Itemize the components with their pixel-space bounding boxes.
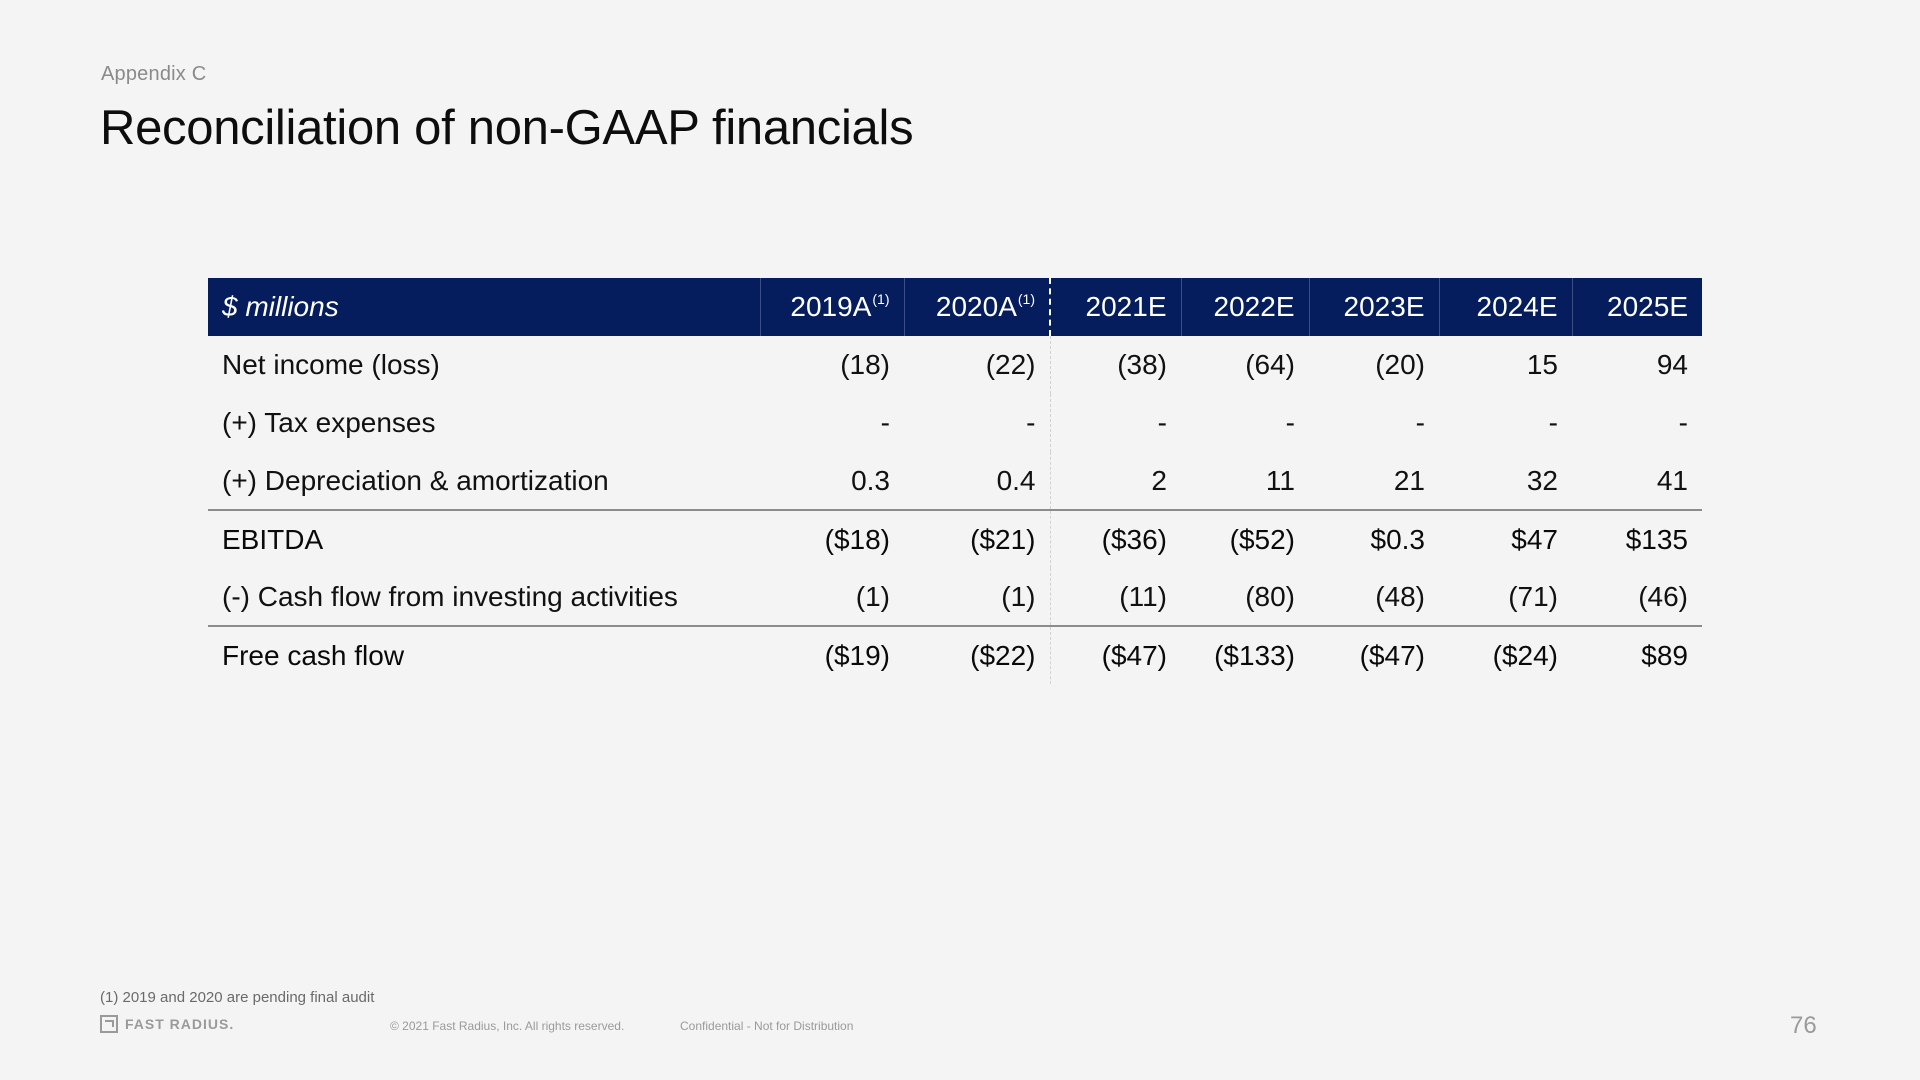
column-header: 2019A(1) [760, 278, 905, 336]
table-cell: 0.3 [851, 464, 890, 496]
table-cell: - [1049, 394, 1181, 452]
table-cell: ($21) [904, 509, 1050, 568]
table-cell: - [1548, 407, 1558, 438]
table-cell: 15 [1526, 349, 1558, 380]
table-row-net-income: Net income (loss) (18) (22) (38) (64) (2… [208, 336, 1702, 394]
column-label: 2021E [1085, 291, 1167, 322]
table-row-investing-cash-flow: (-) Cash flow from investing activities … [208, 568, 1702, 626]
table-cell: ($24) [1439, 625, 1572, 684]
table-row-ebitda: EBITDA ($18) ($21) ($36) ($52) $0.3 $47 … [208, 509, 1702, 568]
table-cell: ($18) [760, 509, 904, 568]
table-cell: 21 [1393, 464, 1425, 496]
table-cell: 0.4 [996, 464, 1036, 496]
column-header: 2024E [1439, 278, 1573, 336]
column-header: 2023E [1309, 278, 1440, 336]
table-cell: $0.3 [1309, 509, 1439, 568]
table-cell: (18) [840, 349, 890, 380]
table-cell: 41 [1656, 464, 1688, 496]
column-label: 2022E [1213, 291, 1295, 322]
column-header: 2022E [1181, 278, 1310, 336]
table-cell: (1) [1001, 580, 1036, 612]
column-header: 2021E [1049, 278, 1182, 336]
row-label: Net income (loss) [222, 349, 440, 380]
table-cell: (38) [1049, 336, 1181, 394]
table-cell: $89 [1572, 625, 1702, 684]
table-cell: ($19) [760, 625, 904, 684]
table-cell: $47 [1439, 509, 1572, 568]
column-label: 2020A [935, 291, 1017, 322]
table-cell: (22) [985, 349, 1036, 380]
row-label: (-) Cash flow from investing activities [222, 580, 678, 612]
table-cell: - [1285, 407, 1295, 438]
units-header: $ millions [208, 278, 761, 336]
table-cell: (20) [1375, 349, 1425, 380]
table-cell: (80) [1245, 580, 1295, 612]
company-logo: FAST RADIUS. [100, 1015, 234, 1033]
row-label: (+) Depreciation & amortization [222, 464, 609, 496]
appendix-label: Appendix C [101, 63, 207, 85]
page-title: Reconciliation of non-GAAP financials [100, 101, 914, 155]
table-cell: 32 [1526, 464, 1558, 496]
table-cell: 2 [1049, 452, 1181, 510]
table-cell: - [1026, 407, 1036, 438]
table-cell: ($36) [1049, 509, 1181, 568]
column-label: 2025E [1607, 291, 1688, 322]
table-cell: (1) [855, 580, 890, 612]
table-header-row: $ millions 2019A(1) 2020A(1) 2021E 2022E… [208, 278, 1702, 336]
row-label: (+) Tax expenses [222, 407, 436, 438]
column-header: 2020A(1) [904, 278, 1051, 336]
table-cell: $135 [1572, 509, 1702, 568]
reconciliation-table-container: $ millions 2019A(1) 2020A(1) 2021E 2022E… [208, 278, 1702, 684]
table-cell: ($52) [1181, 509, 1309, 568]
column-label: 2024E [1476, 291, 1558, 322]
logo-mark-icon [100, 1015, 118, 1033]
table-cell: (48) [1375, 580, 1425, 612]
table-cell: ($47) [1049, 625, 1181, 684]
table-cell: (11) [1049, 568, 1181, 626]
table-cell: (64) [1245, 349, 1295, 380]
table-cell: (71) [1508, 580, 1558, 612]
table-cell: 11 [1265, 464, 1295, 496]
row-label: Free cash flow [208, 625, 760, 684]
table-row-free-cash-flow: Free cash flow ($19) ($22) ($47) ($133) … [208, 625, 1702, 684]
column-header: 2025E [1572, 278, 1702, 336]
table-cell: ($133) [1181, 625, 1309, 684]
table-cell: (46) [1638, 580, 1688, 612]
logo-text: FAST RADIUS. [125, 1016, 235, 1032]
table-cell: - [880, 407, 890, 438]
copyright-notice: © 2021 Fast Radius, Inc. All rights rese… [390, 1019, 625, 1033]
confidential-notice: Confidential - Not for Distribution [680, 1019, 854, 1033]
table-cell: ($22) [904, 625, 1050, 684]
table-cell: - [1415, 407, 1425, 438]
table-row-tax-expenses: (+) Tax expenses - - - - - - - [208, 394, 1702, 452]
table-cell: - [1678, 407, 1688, 438]
footnote-marker: (1) [872, 291, 890, 307]
row-label: EBITDA [208, 509, 760, 568]
reconciliation-table: $ millions 2019A(1) 2020A(1) 2021E 2022E… [208, 278, 1702, 684]
table-row-depreciation: (+) Depreciation & amortization 0.3 0.4 … [208, 452, 1702, 510]
column-label: 2019A [790, 291, 872, 322]
table-cell: 94 [1656, 349, 1688, 380]
table-cell: ($47) [1309, 625, 1439, 684]
footnote-marker: (1) [1017, 291, 1035, 307]
page-number: 76 [1790, 1012, 1817, 1039]
footnote: (1) 2019 and 2020 are pending final audi… [100, 989, 375, 1006]
column-label: 2023E [1343, 291, 1425, 322]
